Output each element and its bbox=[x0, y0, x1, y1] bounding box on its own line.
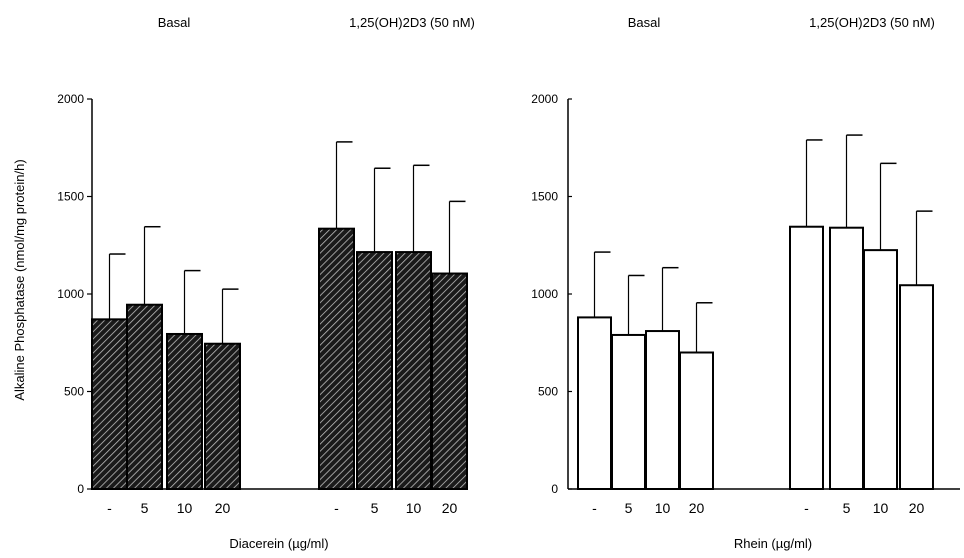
x-tick-label: 10 bbox=[873, 500, 889, 516]
bar bbox=[863, 249, 898, 490]
bar bbox=[899, 284, 934, 490]
bar bbox=[166, 332, 203, 490]
bar bbox=[679, 351, 714, 490]
bar bbox=[91, 318, 128, 490]
bar bbox=[611, 333, 646, 491]
x-ticks-1: - 5 10 20 - 5 10 20 bbox=[107, 500, 457, 516]
bars-1 bbox=[91, 141, 468, 491]
x-tick-label: 10 bbox=[177, 500, 193, 516]
group-label-basal-1: Basal bbox=[158, 15, 191, 30]
y-ticks-2: 0 500 1000 1500 2000 bbox=[531, 92, 572, 496]
y-tick-label: 500 bbox=[64, 385, 84, 399]
y-tick-label: 1000 bbox=[57, 287, 84, 301]
bar bbox=[318, 227, 355, 491]
bar bbox=[356, 251, 393, 490]
x-ticks-2: - 5 10 20 - 5 10 20 bbox=[592, 500, 924, 516]
bar bbox=[789, 225, 824, 490]
x-tick-label: 10 bbox=[655, 500, 671, 516]
group-label-treatment-2: 1,25(OH)2D3 (50 nM) bbox=[809, 15, 935, 30]
x-tick-label: 20 bbox=[442, 500, 458, 516]
x-axis-label-2: Rhein (µg/ml) bbox=[734, 536, 812, 551]
x-tick-label: 20 bbox=[909, 500, 925, 516]
bar bbox=[126, 303, 163, 490]
y-axis-label-1: Alkaline Phosphatase (nmol/mg protein/h) bbox=[12, 159, 27, 400]
x-tick-label: 20 bbox=[689, 500, 705, 516]
x-axis-label-1: Diacerein (µg/ml) bbox=[229, 536, 328, 551]
x-tick-label: - bbox=[804, 500, 809, 516]
y-tick-label: 2000 bbox=[531, 92, 558, 106]
x-tick-label: - bbox=[334, 500, 339, 516]
y-ticks-1: 0 500 1000 1500 2000 bbox=[57, 92, 92, 496]
x-tick-label: - bbox=[592, 500, 597, 516]
y-tick-label: 1500 bbox=[57, 190, 84, 204]
bar bbox=[395, 251, 432, 490]
x-tick-label: 10 bbox=[406, 500, 422, 516]
x-tick-label: 20 bbox=[215, 500, 231, 516]
y-tick-label: 2000 bbox=[57, 92, 84, 106]
bar bbox=[577, 316, 612, 490]
x-tick-label: - bbox=[107, 500, 112, 516]
group-label-basal-2: Basal bbox=[628, 15, 661, 30]
bar bbox=[829, 226, 864, 490]
y-tick-label: 500 bbox=[538, 385, 558, 399]
bar bbox=[431, 272, 468, 490]
y-tick-label: 1000 bbox=[531, 287, 558, 301]
group-label-treatment-1: 1,25(OH)2D3 (50 nM) bbox=[349, 15, 475, 30]
bar bbox=[204, 342, 241, 490]
chart-rhein: Basal 1,25(OH)2D3 (50 nM) 0 500 1000 1500 20… bbox=[531, 15, 960, 551]
bars-2 bbox=[577, 134, 934, 491]
chart-diacerein: Basal 1,25(OH)2D3 (50 nM) 0 500 1000 1500 20… bbox=[12, 15, 475, 551]
y-tick-label: 1500 bbox=[531, 190, 558, 204]
x-tick-label: 5 bbox=[141, 500, 149, 516]
x-tick-label: 5 bbox=[371, 500, 379, 516]
y-tick-label: 0 bbox=[77, 482, 84, 496]
x-tick-label: 5 bbox=[625, 500, 633, 516]
bar bbox=[645, 330, 680, 490]
y-tick-label: 0 bbox=[551, 482, 558, 496]
x-tick-label: 5 bbox=[843, 500, 851, 516]
